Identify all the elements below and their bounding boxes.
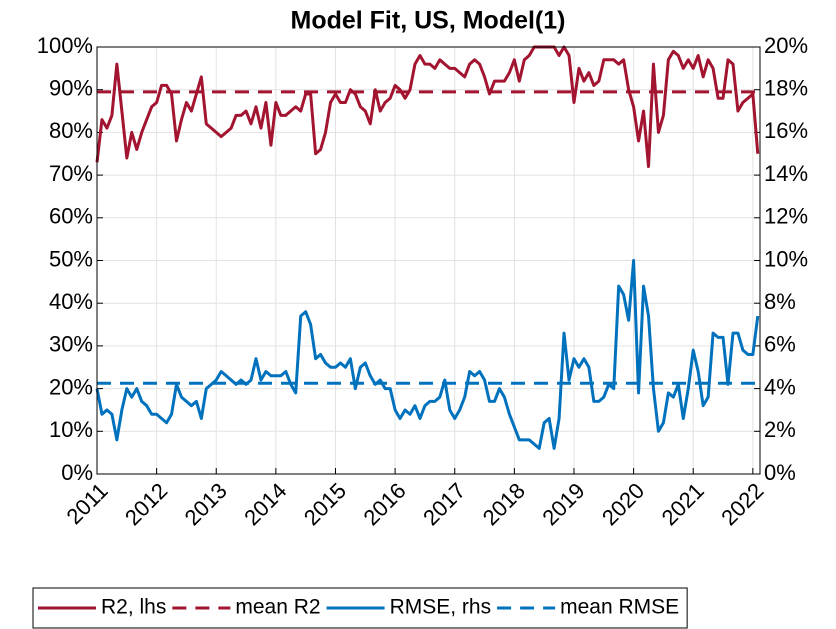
y-tick-label: 50%: [49, 246, 93, 271]
legend-label: R2, lhs: [101, 596, 166, 619]
series-line: [95, 45, 760, 169]
x-tick-label: 2015: [299, 478, 351, 530]
y2-tick-label: 20%: [764, 33, 808, 58]
y2-tick-label: 18%: [764, 76, 808, 101]
y-tick-label: 60%: [49, 204, 93, 229]
x-tick-label: 2021: [657, 478, 709, 530]
y2-tick-label: 16%: [764, 118, 808, 143]
y2-tick-label: 8%: [764, 289, 796, 314]
x-tick-label: 2018: [478, 478, 530, 530]
x-tick-label: 2022: [716, 478, 768, 530]
y-tick-label: 0%: [61, 460, 93, 485]
y-tick-label: 10%: [49, 417, 93, 442]
y-tick-label: 100%: [37, 33, 93, 58]
y2-tick-label: 12%: [764, 204, 808, 229]
x-tick-label: 2016: [358, 478, 410, 530]
y2-tick-label: 0%: [764, 460, 796, 485]
y2-tick-label: 14%: [764, 161, 808, 186]
legend-label: RMSE, rhs: [390, 596, 492, 619]
chart-title: Model Fit, US, Model(1): [291, 7, 566, 35]
series-line: [95, 259, 760, 450]
y2-tick-label: 2%: [764, 417, 796, 442]
x-tick-label: 2011: [62, 478, 113, 529]
plot-frame: [96, 46, 761, 475]
legend-label: mean RMSE: [560, 596, 679, 619]
y-tick-label: 80%: [49, 118, 93, 143]
y-tick-label: 70%: [49, 161, 93, 186]
y2-tick-label: 4%: [764, 374, 796, 399]
y-tick-label: 90%: [49, 76, 93, 101]
x-tick-label: 2014: [239, 478, 291, 530]
legend: R2, lhs mean R2 RMSE, rhs mean RMSE: [32, 587, 688, 629]
x-tick-label: 2019: [537, 478, 589, 530]
y2-tick-label: 6%: [764, 332, 796, 357]
x-tick-label: 2013: [180, 478, 232, 530]
x-tick-label: 2017: [418, 478, 470, 530]
y-tick-label: 20%: [49, 374, 93, 399]
y2-tick-label: 10%: [764, 246, 808, 271]
x-tick-label: 2012: [120, 478, 172, 530]
legend-label: mean R2: [235, 596, 320, 619]
x-tick-label: 2020: [597, 478, 649, 530]
y-tick-label: 30%: [49, 332, 93, 357]
y-tick-label: 40%: [49, 289, 93, 314]
